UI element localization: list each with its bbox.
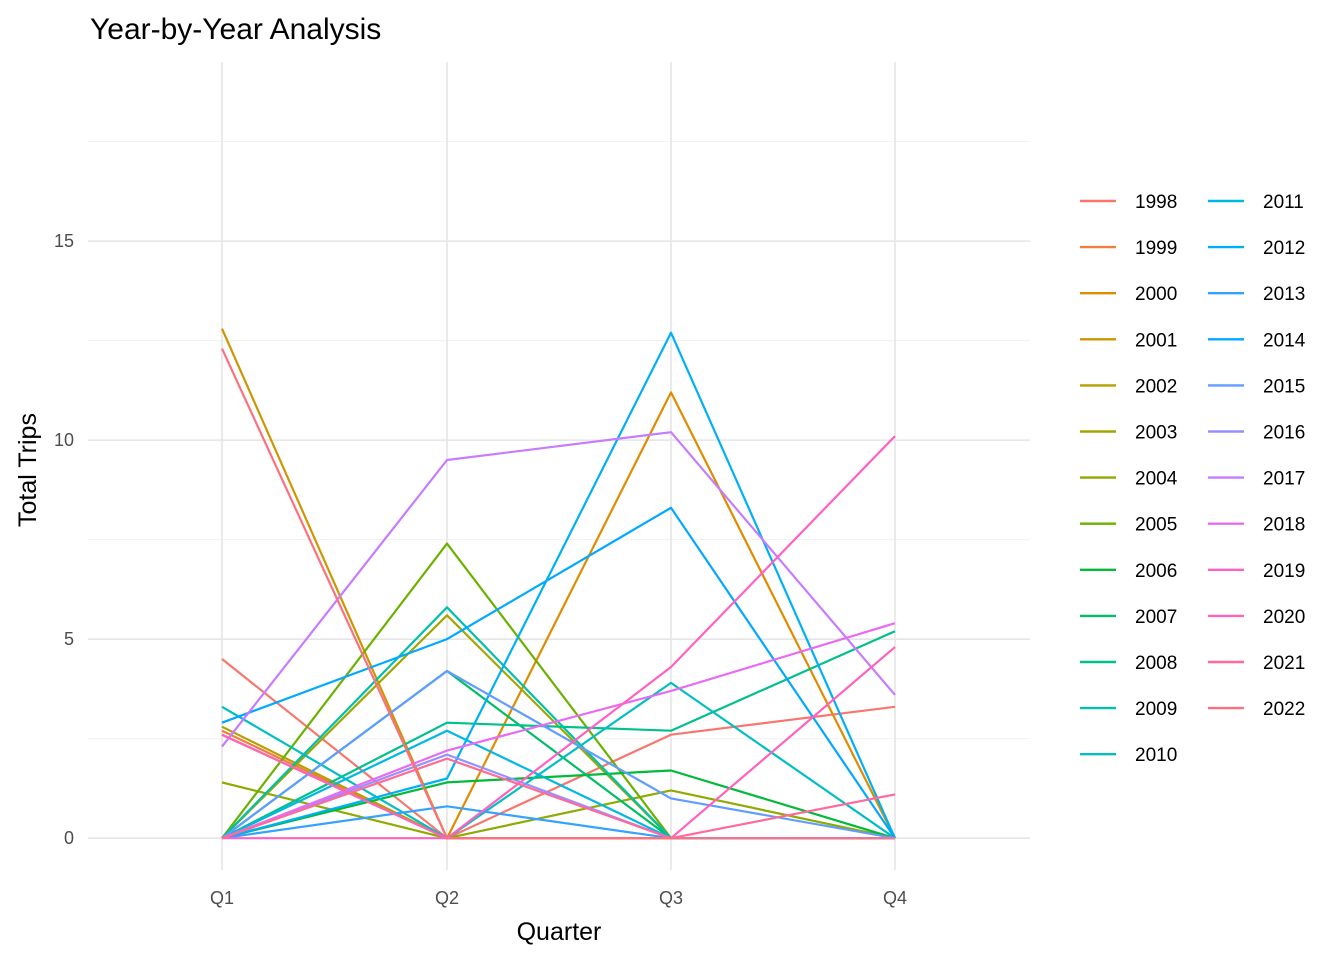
series-line-2008 (221, 630, 896, 840)
legend-label: 2005 (1135, 515, 1177, 536)
x-axis-ticks: Q1 Q2 Q3 Q4 (210, 888, 907, 908)
legend-label: 1998 (1135, 192, 1177, 213)
legend-label: 2000 (1135, 284, 1177, 305)
legend-item-2014: 2014 (1208, 330, 1306, 351)
legend-label: 2012 (1263, 238, 1305, 259)
x-axis-title: Quarter (517, 918, 602, 946)
legend-item-2017: 2017 (1208, 469, 1305, 490)
grid (88, 62, 1030, 870)
legend-item-2016: 2016 (1208, 423, 1305, 444)
legend-item-2022: 2022 (1208, 699, 1305, 720)
series-line-2021 (221, 757, 896, 840)
x-tick-label: Q3 (659, 888, 683, 908)
legend-item-2005: 2005 (1080, 515, 1177, 536)
series-line-2014 (221, 506, 896, 839)
chart-title: Year-by-Year Analysis (90, 13, 381, 46)
series-line-1998 (221, 658, 896, 840)
legend-item-2001: 2001 (1080, 330, 1177, 351)
legend-item-2008: 2008 (1080, 653, 1177, 674)
legend-item-2019: 2019 (1208, 561, 1305, 582)
legend-item-2018: 2018 (1208, 515, 1305, 536)
legend-item-2011: 2011 (1208, 192, 1304, 213)
x-tick-label: Q4 (883, 888, 907, 908)
y-axis-title: Total Trips (14, 413, 42, 527)
legend-label: 2015 (1263, 376, 1305, 397)
series-line-2000 (221, 391, 896, 840)
legend-label: 2018 (1263, 515, 1305, 536)
legend-label: 2021 (1263, 653, 1305, 674)
legend-item-2003: 2003 (1080, 423, 1177, 444)
legend-item-2020: 2020 (1208, 607, 1305, 628)
legend-label: 2013 (1263, 284, 1305, 305)
legend-item-2000: 2000 (1080, 284, 1177, 305)
legend-label: 2010 (1135, 745, 1177, 766)
legend-label: 2007 (1135, 607, 1177, 628)
legend-item-2013: 2013 (1208, 284, 1305, 305)
legend-item-2006: 2006 (1080, 561, 1177, 582)
legend-label: 1999 (1135, 238, 1177, 259)
legend-label: 2014 (1263, 330, 1306, 351)
legend-item-2009: 2009 (1080, 699, 1177, 720)
y-tick-label: 0 (64, 828, 74, 848)
series-line-2006 (221, 769, 896, 840)
legend-label: 2002 (1135, 376, 1177, 397)
legend-label: 2006 (1135, 561, 1177, 582)
legend-label: 2016 (1263, 423, 1305, 444)
series-line-2012 (221, 331, 897, 840)
legend-label: 2004 (1135, 469, 1178, 490)
legend-label: 2022 (1263, 699, 1305, 720)
y-axis-ticks: 0 5 10 15 (54, 231, 74, 848)
series-line-2010 (221, 681, 896, 840)
legend-item-1999: 1999 (1080, 238, 1177, 259)
series-line-2015 (221, 669, 896, 840)
series-line-2019 (222, 435, 896, 840)
legend-label: 2020 (1263, 607, 1305, 628)
y-tick-label: 5 (64, 629, 74, 649)
legend-item-2002: 2002 (1080, 376, 1177, 397)
legend-label: 2008 (1135, 653, 1177, 674)
series-line-2018 (221, 622, 896, 840)
legend-item-2010: 2010 (1080, 745, 1177, 766)
y-tick-label: 15 (54, 231, 74, 251)
legend-label: 2001 (1135, 330, 1177, 351)
x-tick-label: Q1 (210, 888, 234, 908)
legend-label: 2009 (1135, 699, 1177, 720)
legend-label: 2019 (1263, 561, 1305, 582)
series-line-2017 (221, 431, 896, 748)
series-group (220, 328, 897, 840)
legend-item-1998: 1998 (1080, 192, 1177, 213)
legend-label: 2017 (1263, 469, 1305, 490)
legend-item-2021: 2021 (1208, 653, 1305, 674)
legend: 1998 1999 2000 2001 2002 2003 2004 2005 2006 2007… (1080, 192, 1306, 766)
legend-item-2004: 2004 (1080, 469, 1178, 490)
legend-item-2012: 2012 (1208, 238, 1305, 259)
legend-item-2007: 2007 (1080, 607, 1177, 628)
y-tick-label: 10 (54, 430, 74, 450)
legend-item-2015: 2015 (1208, 376, 1305, 397)
legend-label: 2003 (1135, 423, 1177, 444)
legend-label: 2011 (1263, 192, 1304, 213)
x-tick-label: Q2 (435, 888, 459, 908)
series-line-2022 (221, 348, 895, 840)
